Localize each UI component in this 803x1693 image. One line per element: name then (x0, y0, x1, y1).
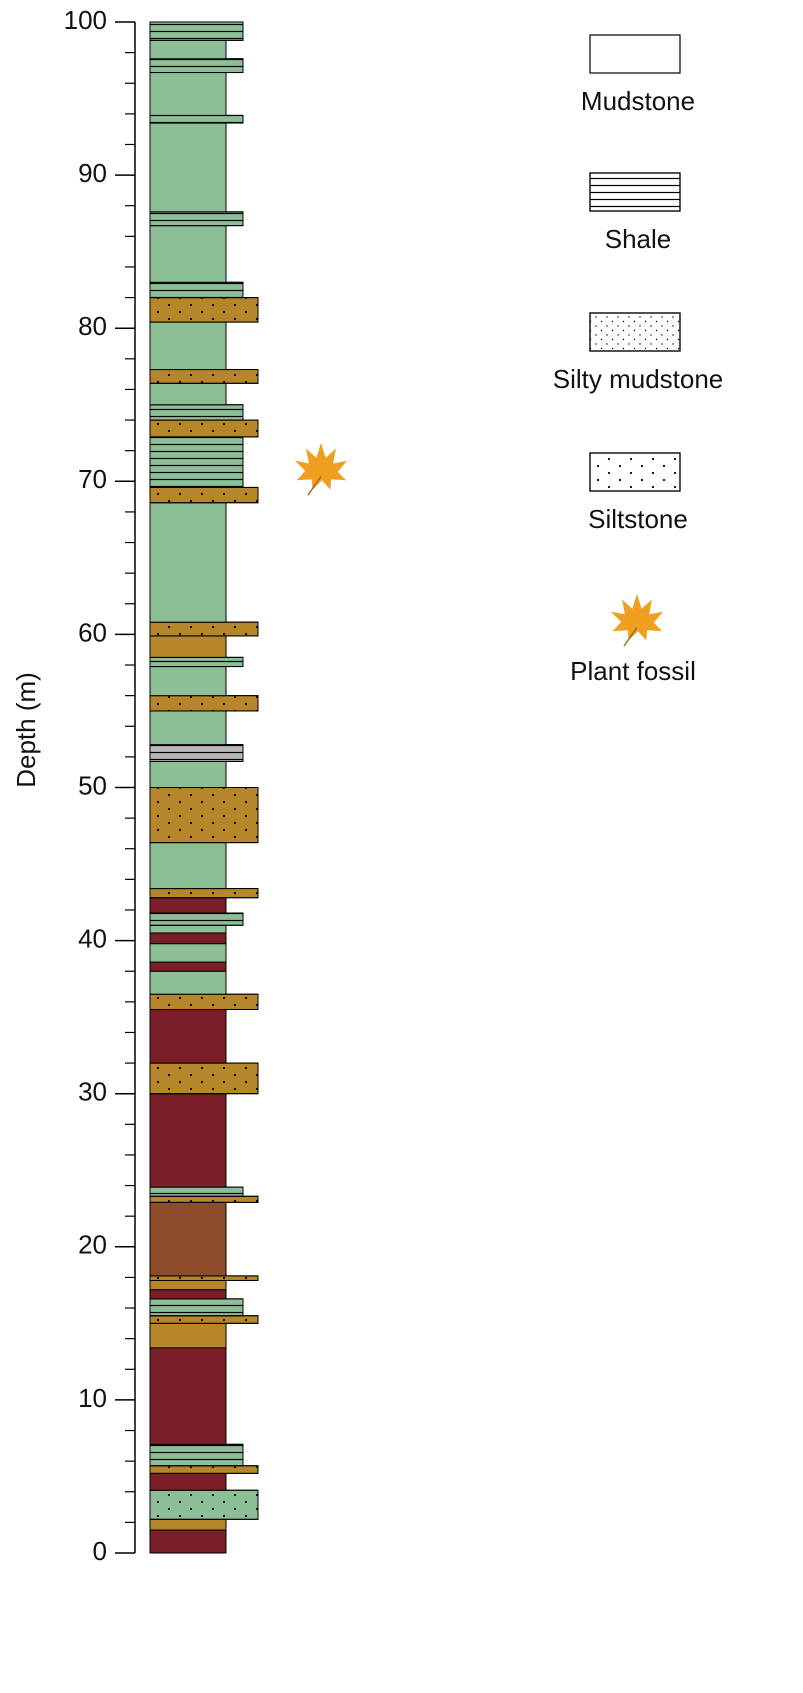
layer (150, 944, 226, 962)
layer (150, 1202, 226, 1275)
layer (150, 322, 226, 369)
lithology-pattern (150, 1299, 243, 1316)
lithology-pattern (150, 788, 258, 843)
legend-label: Plant fossil (570, 656, 696, 686)
y-axis-label: Depth (m) (11, 672, 41, 788)
lithology-pattern (150, 370, 258, 384)
layer (150, 1348, 226, 1444)
lithology-pattern (150, 437, 243, 488)
layer (150, 1094, 226, 1187)
layer (150, 1323, 226, 1347)
lithology-pattern (150, 298, 258, 322)
y-tick-label: 50 (78, 770, 107, 800)
layer (150, 73, 226, 116)
layer (150, 1009, 226, 1063)
lithology-pattern (150, 1444, 243, 1465)
legend-pattern (590, 173, 680, 211)
lithology-pattern (150, 22, 243, 40)
lithology-pattern (150, 282, 243, 297)
legend-label: Mudstone (581, 86, 695, 116)
legend-label: Siltstone (588, 504, 688, 534)
layer (150, 636, 226, 657)
layer (150, 1290, 226, 1299)
lithology-pattern (150, 1316, 258, 1324)
layer (150, 962, 226, 971)
layer (150, 898, 226, 913)
lithology-pattern (150, 696, 258, 711)
layer (150, 1530, 226, 1553)
y-tick-label: 100 (64, 5, 107, 35)
y-tick-label: 90 (78, 158, 107, 188)
y-tick-label: 30 (78, 1077, 107, 1107)
y-tick-label: 70 (78, 464, 107, 494)
lithology-pattern (150, 913, 243, 925)
layer (150, 383, 226, 404)
fossil-marker (295, 443, 347, 495)
chart: Depth (m) 0 10 20 30 40 50 60 70 80 90 100 Mudstone… (0, 0, 803, 1693)
layer (150, 711, 226, 745)
lithology-pattern (150, 59, 243, 73)
layer (150, 971, 226, 994)
lithology-pattern (150, 994, 258, 1009)
lithology-pattern (150, 1466, 258, 1474)
lithology-pattern (150, 1187, 243, 1196)
layer (150, 667, 226, 696)
legend-pattern (590, 313, 680, 351)
y-tick-label: 60 (78, 617, 107, 647)
layer (150, 503, 226, 622)
lithology-pattern (150, 115, 243, 123)
lithology-pattern (150, 212, 243, 226)
layer (150, 925, 226, 933)
y-tick-label: 40 (78, 923, 107, 953)
layer (150, 1519, 226, 1530)
lithology-pattern (150, 745, 243, 762)
layer (150, 226, 226, 283)
layer (150, 40, 226, 58)
lithology-pattern (150, 487, 258, 502)
layer (150, 1473, 226, 1490)
lithology-pattern (150, 1490, 258, 1519)
legend-label: Silty mudstone (553, 364, 724, 394)
layer (150, 843, 226, 889)
lithology-pattern (150, 657, 243, 666)
lithology-pattern (150, 1276, 258, 1281)
layer (150, 933, 226, 944)
lithology-pattern (150, 1196, 258, 1202)
legend-pattern (590, 453, 680, 491)
layer (150, 123, 226, 212)
lithology-pattern (150, 622, 258, 636)
legend-fossil-icon (611, 594, 663, 646)
lithology-pattern (150, 405, 243, 420)
y-tick-label: 80 (78, 311, 107, 341)
y-tick-label: 20 (78, 1230, 107, 1260)
lithology-pattern (150, 1063, 258, 1094)
lithology-pattern (150, 420, 258, 437)
y-tick-label: 0 (93, 1536, 107, 1566)
y-tick-label: 10 (78, 1383, 107, 1413)
layer (150, 1280, 226, 1289)
lithology-pattern (150, 889, 258, 898)
legend-label: Shale (605, 224, 672, 254)
layer (150, 761, 226, 787)
legend-swatch (590, 35, 680, 73)
